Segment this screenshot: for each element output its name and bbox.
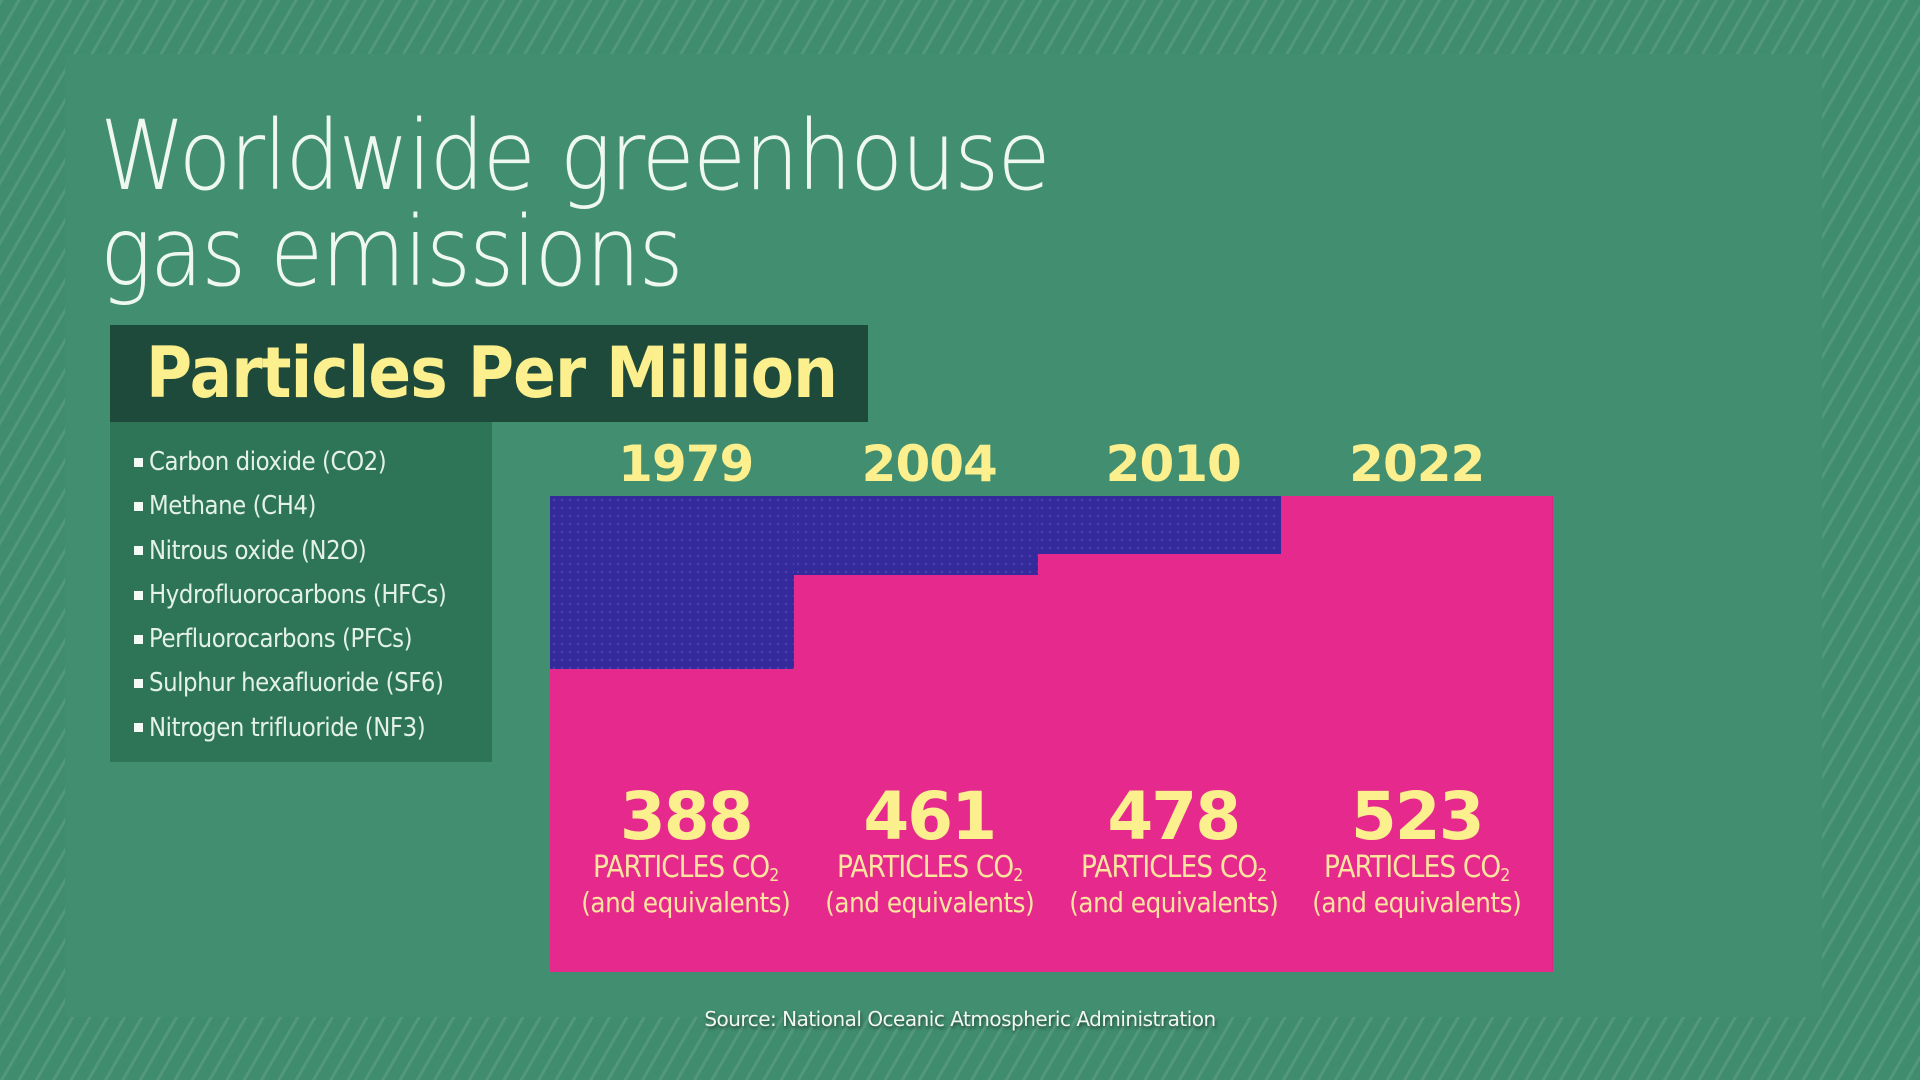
bar-column: 461 PARTICLES CO2 (and equivalents) <box>793 496 1066 972</box>
bar-unit: PARTICLES CO2 <box>593 850 779 887</box>
bar-note: (and equivalents) <box>1312 886 1522 919</box>
bar-unit: PARTICLES CO2 <box>1324 850 1510 887</box>
year-label: 1979 <box>618 435 754 493</box>
bar-note: (and equivalents) <box>824 886 1034 919</box>
bar-value-label: 478 PARTICLES CO2 (and equivalents) <box>1038 782 1310 918</box>
bar-value-label: 523 PARTICLES CO2 (and equivalents) <box>1281 782 1553 918</box>
bar-unit: PARTICLES CO2 <box>1080 850 1267 887</box>
legend-item: Nitrogen trifluoride (NF3) <box>134 706 492 750</box>
square-bullet-icon <box>134 590 143 600</box>
bar-value: 461 <box>863 778 997 855</box>
year-label: 2010 <box>1105 435 1242 493</box>
title-line-1: Worldwide greenhouse <box>100 100 1051 212</box>
bar-fill <box>1037 554 1309 972</box>
square-bullet-icon <box>134 457 143 467</box>
year-label: 2022 <box>1349 435 1485 493</box>
bar-value: 478 <box>1107 778 1241 855</box>
legend-item: Carbon dioxide (CO2) <box>134 440 492 484</box>
bar-note: (and equivalents) <box>1068 886 1278 919</box>
chart-subtitle: Particles Per Million <box>146 332 838 414</box>
bar-value: 388 <box>619 778 754 855</box>
bar-fill <box>1281 496 1553 972</box>
bar-note: (and equivalents) <box>581 886 791 919</box>
emissions-bar-chart: 1979 388 PARTICLES CO2 (and equivalents)… <box>550 436 1636 972</box>
title-line-2: gas emissions <box>100 196 684 308</box>
bar-fill <box>550 669 822 972</box>
page-title: Worldwide greenhouse gas emissions <box>100 108 1051 300</box>
square-bullet-icon <box>134 723 143 733</box>
legend-item: Perfluorocarbons (PFCs) <box>134 617 492 661</box>
legend-item: Hydrofluorocarbons (HFCs) <box>134 573 492 617</box>
bar-remainder <box>1037 496 1309 554</box>
year-label: 2004 <box>861 435 998 493</box>
subtitle-banner: Particles Per Million <box>110 325 868 422</box>
legend-list: Carbon dioxide (CO2) Methane (CH4) Nitro… <box>110 422 492 750</box>
legend-item: Sulphur hexafluoride (SF6) <box>134 661 492 705</box>
square-bullet-icon <box>134 501 143 511</box>
bar-value-label: 388 PARTICLES CO2 (and equivalents) <box>550 782 822 918</box>
source-caption: Source: National Oceanic Atmospheric Adm… <box>704 1007 1216 1031</box>
gas-legend: Carbon dioxide (CO2) Methane (CH4) Nitro… <box>110 422 492 762</box>
bar-remainder <box>793 496 1065 575</box>
bar-column: 523 PARTICLES CO2 (and equivalents) <box>1281 496 1553 972</box>
bar-value: 523 <box>1350 778 1485 855</box>
square-bullet-icon <box>134 679 143 689</box>
square-bullet-icon <box>134 546 143 556</box>
bar-remainder <box>550 496 822 669</box>
square-bullet-icon <box>134 634 143 644</box>
bar-column: 388 PARTICLES CO2 (and equivalents) <box>550 496 822 972</box>
legend-item: Nitrous oxide (N2O) <box>134 529 492 573</box>
bar-unit: PARTICLES CO2 <box>836 850 1023 887</box>
bar-value-label: 461 PARTICLES CO2 (and equivalents) <box>794 782 1066 918</box>
bar-column: 478 PARTICLES CO2 (and equivalents) <box>1037 496 1310 972</box>
legend-item: Methane (CH4) <box>134 484 492 528</box>
